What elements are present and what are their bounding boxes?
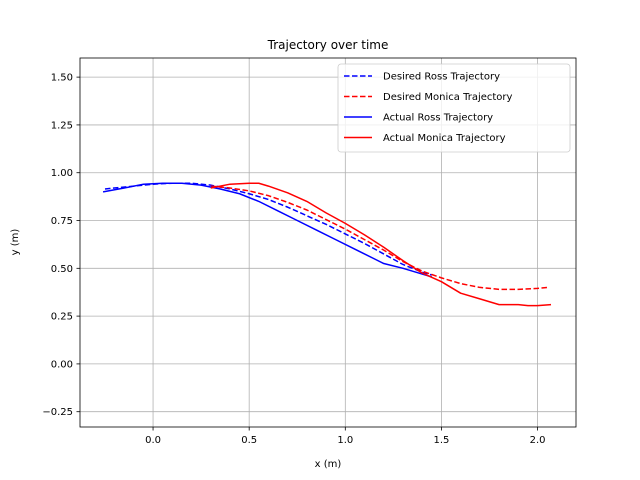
x-tick-label: 2.0 <box>530 435 546 446</box>
series-line-2 <box>102 182 433 278</box>
x-tick-label: 1.5 <box>433 435 449 446</box>
legend-label-1: Desired Monica Trajectory <box>383 92 513 103</box>
y-tick-label: 0.00 <box>51 359 73 370</box>
legend-label-0: Desired Ross Trajectory <box>383 72 500 83</box>
y-tick-label: 0.50 <box>51 264 73 275</box>
y-tick-label: 1.25 <box>51 120 73 131</box>
y-tick-label: 0.75 <box>51 216 73 227</box>
y-axis-label: y (m) <box>10 229 21 256</box>
series-group <box>102 182 552 307</box>
x-tick-label: 1.0 <box>337 435 353 446</box>
y-tick-label: −0.25 <box>42 407 73 418</box>
plot-frame <box>79 57 577 428</box>
x-axis-label: x (m) <box>315 459 342 470</box>
x-tick-label: 0.0 <box>145 435 161 446</box>
series-line-3 <box>210 182 552 307</box>
y-tick-label: 0.25 <box>51 312 73 323</box>
legend-box <box>337 63 571 153</box>
legend-label-2: Actual Ross Trajectory <box>383 113 493 124</box>
x-tick-label: 0.5 <box>241 435 257 446</box>
y-tick-label: 1.50 <box>51 73 73 84</box>
legend: Desired Ross Trajectory Desired Monica Tr… <box>337 63 571 153</box>
legend-label-3: Actual Monica Trajectory <box>383 133 506 144</box>
ticks: 0.0 0.5 1.0 1.5 2.0 −0.25 0.00 0.25 0.50 0.75 1.00… <box>42 73 545 446</box>
chart-title: Trajectory over time <box>267 38 389 52</box>
y-tick-label: 1.00 <box>51 168 73 179</box>
series-line-1 <box>210 185 548 291</box>
